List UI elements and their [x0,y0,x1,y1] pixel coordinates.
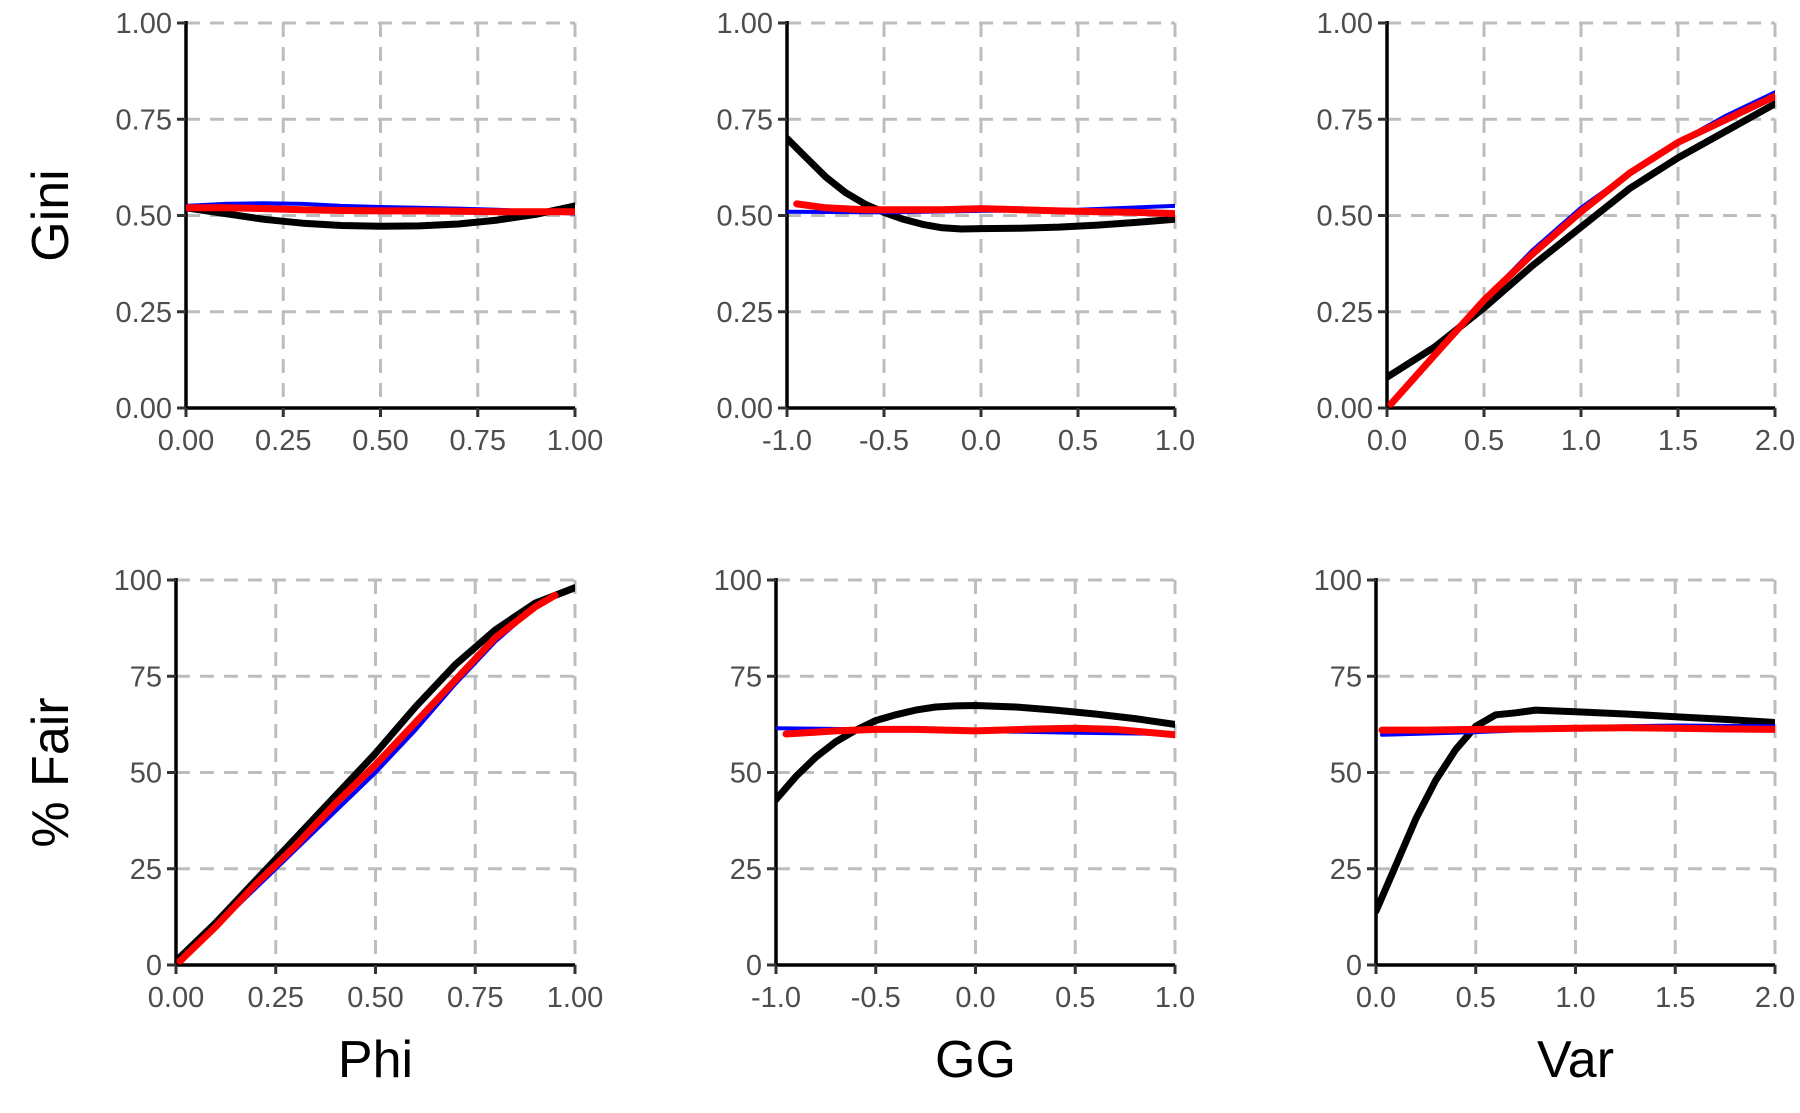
y-tick-label: 0.75 [1317,104,1373,136]
y-tick-label: 0.25 [116,297,172,329]
y-tick-label: 100 [714,565,762,597]
panel-gini-phi: 0.00 0.25 0.50 0.75 1.00 0.00 0.25 0.50 0.75 1.00… [22,8,603,457]
y-tick-label: 25 [1330,854,1362,886]
y-tick-label: 0.50 [116,201,172,233]
x-tick-label: 0.5 [1058,425,1098,457]
x-tick-label: 0.5 [1456,982,1496,1014]
y-tick-label: 75 [1330,661,1362,693]
series-line-1 [186,202,575,230]
series-group [1376,706,1775,915]
grid [787,21,1177,408]
x-tick-label: 1.0 [1561,425,1601,457]
series-group [787,135,1175,233]
y-tick-label: 0 [146,950,162,982]
x-tick-label: 0.5 [1055,982,1095,1014]
x-tick-label: 1.0 [1555,982,1595,1014]
series-line-3 [1387,92,1775,408]
y-tick-label: 0.25 [717,297,773,329]
x-tick-label: 0.75 [450,425,506,457]
y-tick-label: 1.00 [116,8,172,40]
series-line-3 [782,724,1175,739]
series-group [186,201,575,230]
y-tick-label: 100 [114,565,162,597]
series-line-3 [186,204,575,216]
y-tick-label: 75 [730,661,762,693]
x-tick-label: 0.50 [347,982,403,1014]
x-tick-label: 0.00 [148,982,204,1014]
y-tick-label: 0 [746,950,762,982]
y-tick-label: 100 [1314,565,1362,597]
x-tick-label: 1.5 [1655,982,1695,1014]
series-group [176,584,575,965]
x-tick-label: 0.25 [248,982,304,1014]
panel-gini-var: 0.00 0.25 0.50 0.75 1.00 0.0 0.5 1.0 1.5 2.0 [1317,8,1796,457]
series-line-3 [176,591,559,965]
y-tick-label: 0.75 [717,104,773,136]
x-tick-label: -1.0 [762,425,812,457]
y-tick-label: 0.25 [1317,297,1373,329]
series-group [776,702,1175,803]
y-axis-title: % Fair [22,697,80,847]
y-tick-label: 0.50 [1317,201,1373,233]
x-tick-label: 1.5 [1658,425,1698,457]
x-tick-label: 0.0 [1367,425,1407,457]
x-tick-label: 0.0 [961,425,1001,457]
series-line-3 [1378,724,1775,734]
x-tick-label: 2.0 [1755,982,1795,1014]
y-tick-label: 0.50 [717,201,773,233]
series-line-1 [1376,706,1775,915]
x-tick-label: 0.25 [255,425,311,457]
panel-fair-phi: 0 25 50 75 100 0.00 0.25 0.50 0.75 1.00 % Fair Phi [22,565,603,1089]
grid [776,578,1177,965]
panel-fair-gg: 0 25 50 75 100 -1.0 -0.5 0.0 0.5 1.0 GG [714,565,1196,1089]
y-tick-label: 50 [130,758,162,790]
y-tick-label: 0.00 [717,393,773,425]
x-tick-label: 1.00 [547,982,603,1014]
y-axis-title: Gini [22,169,80,261]
y-tick-label: 50 [730,758,762,790]
x-tick-label: 1.0 [1155,425,1195,457]
x-tick-label: 0.0 [955,982,995,1014]
y-tick-label: 50 [1330,758,1362,790]
y-tick-label: 25 [730,854,762,886]
x-tick-label: 1.0 [1155,982,1195,1014]
y-tick-label: 0.75 [116,104,172,136]
x-tick-label: 2.0 [1755,425,1795,457]
x-tick-label: 0.50 [352,425,408,457]
series-line-3 [793,200,1175,218]
x-tick-label: 0.00 [158,425,214,457]
grid [1387,21,1777,408]
x-axis-title: Var [1537,1031,1614,1089]
y-tick-label: 0.00 [1317,393,1373,425]
series-line-1 [776,702,1175,803]
x-tick-label: 1.00 [547,425,603,457]
x-tick-label: -0.5 [851,982,901,1014]
x-axis-title: Phi [338,1031,413,1089]
series-line-1 [787,135,1175,233]
series-group [1387,90,1775,408]
x-tick-label: -1.0 [751,982,801,1014]
panel-fair-var: 0 25 50 75 100 0.0 0.5 1.0 1.5 2.0 Var [1314,565,1796,1089]
x-axis-title: GG [935,1031,1016,1089]
x-tick-label: -0.5 [859,425,909,457]
y-tick-label: 1.00 [1317,8,1373,40]
y-tick-label: 0 [1346,950,1362,982]
y-tick-label: 0.00 [116,393,172,425]
y-tick-label: 75 [130,661,162,693]
y-tick-label: 25 [130,854,162,886]
x-tick-label: 0.0 [1356,982,1396,1014]
panel-gini-gg: 0.00 0.25 0.50 0.75 1.00 -1.0 -0.5 0.0 0.5 1.0 [717,8,1196,457]
y-tick-label: 1.00 [717,8,773,40]
x-tick-label: 0.5 [1464,425,1504,457]
grid [1376,578,1777,965]
x-tick-label: 0.75 [447,982,503,1014]
